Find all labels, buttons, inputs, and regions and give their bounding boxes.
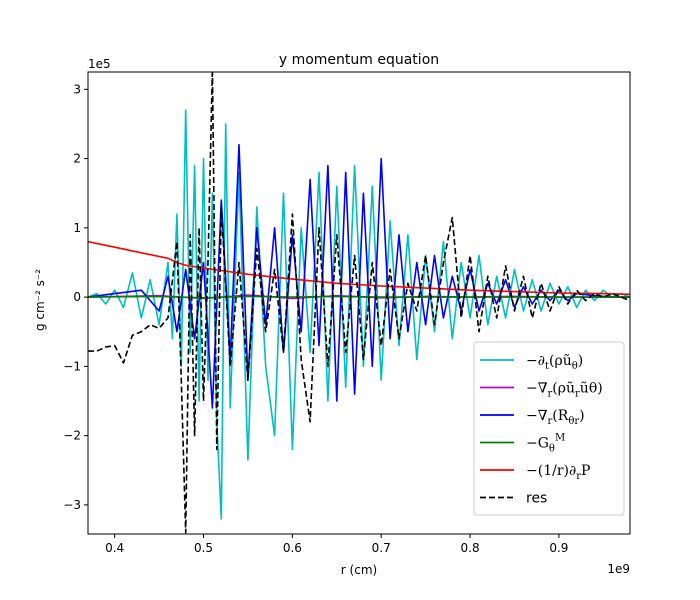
legend-label: −(1/r)∂rP	[526, 463, 590, 482]
x-tick-label: 0.8	[461, 541, 480, 555]
series-layer	[88, 72, 630, 534]
legend-label: res	[526, 491, 547, 507]
y-tick-label: 1	[73, 221, 81, 235]
y-tick-label: 2	[73, 152, 81, 166]
y-tick-label: −1	[63, 359, 81, 373]
x-tick-label: 0.5	[194, 541, 213, 555]
x-scale-label: 1e9	[607, 562, 630, 576]
y-tick-label: 0	[73, 290, 81, 304]
series-line-2	[88, 143, 630, 409]
x-tick-label: 0.7	[372, 541, 391, 555]
legend-box	[473, 341, 625, 516]
y-tick-label: 3	[73, 82, 81, 96]
y-axis-ticks: 3 2 1 0 −1 −2 −3	[63, 82, 88, 512]
y-tick-label: −3	[63, 498, 81, 512]
x-tick-label: 0.6	[283, 541, 302, 555]
legend-label: −GθM​	[526, 433, 565, 455]
series-line-4	[88, 240, 630, 296]
series-line-3	[88, 295, 630, 299]
legend-label: −∇r(Rθr)	[526, 408, 585, 427]
y-axis-title: g cm⁻² s⁻²	[33, 269, 47, 331]
legend: −∂t(ρũθ) −∇r(ρũrũθ) −∇r(Rθr) −GθM​ −(1/r)∂rP…	[473, 341, 625, 516]
legend-label: −∇r(ρũrũθ)	[526, 381, 603, 400]
x-axis-ticks: 0.4 0.5 0.6 0.7 0.8 0.9	[105, 534, 568, 555]
series-line-5	[88, 72, 630, 534]
x-tick-label: 0.9	[549, 541, 568, 555]
x-axis-title: r (cm)	[341, 563, 377, 577]
y-tick-label: −2	[63, 429, 81, 443]
chart-title: y momentum equation	[279, 52, 439, 68]
plot-frame	[87, 71, 631, 535]
legend-label: −∂t(ρũθ)	[526, 353, 583, 372]
y-scale-label: 1e5	[88, 57, 111, 71]
x-tick-label: 0.4	[105, 541, 124, 555]
